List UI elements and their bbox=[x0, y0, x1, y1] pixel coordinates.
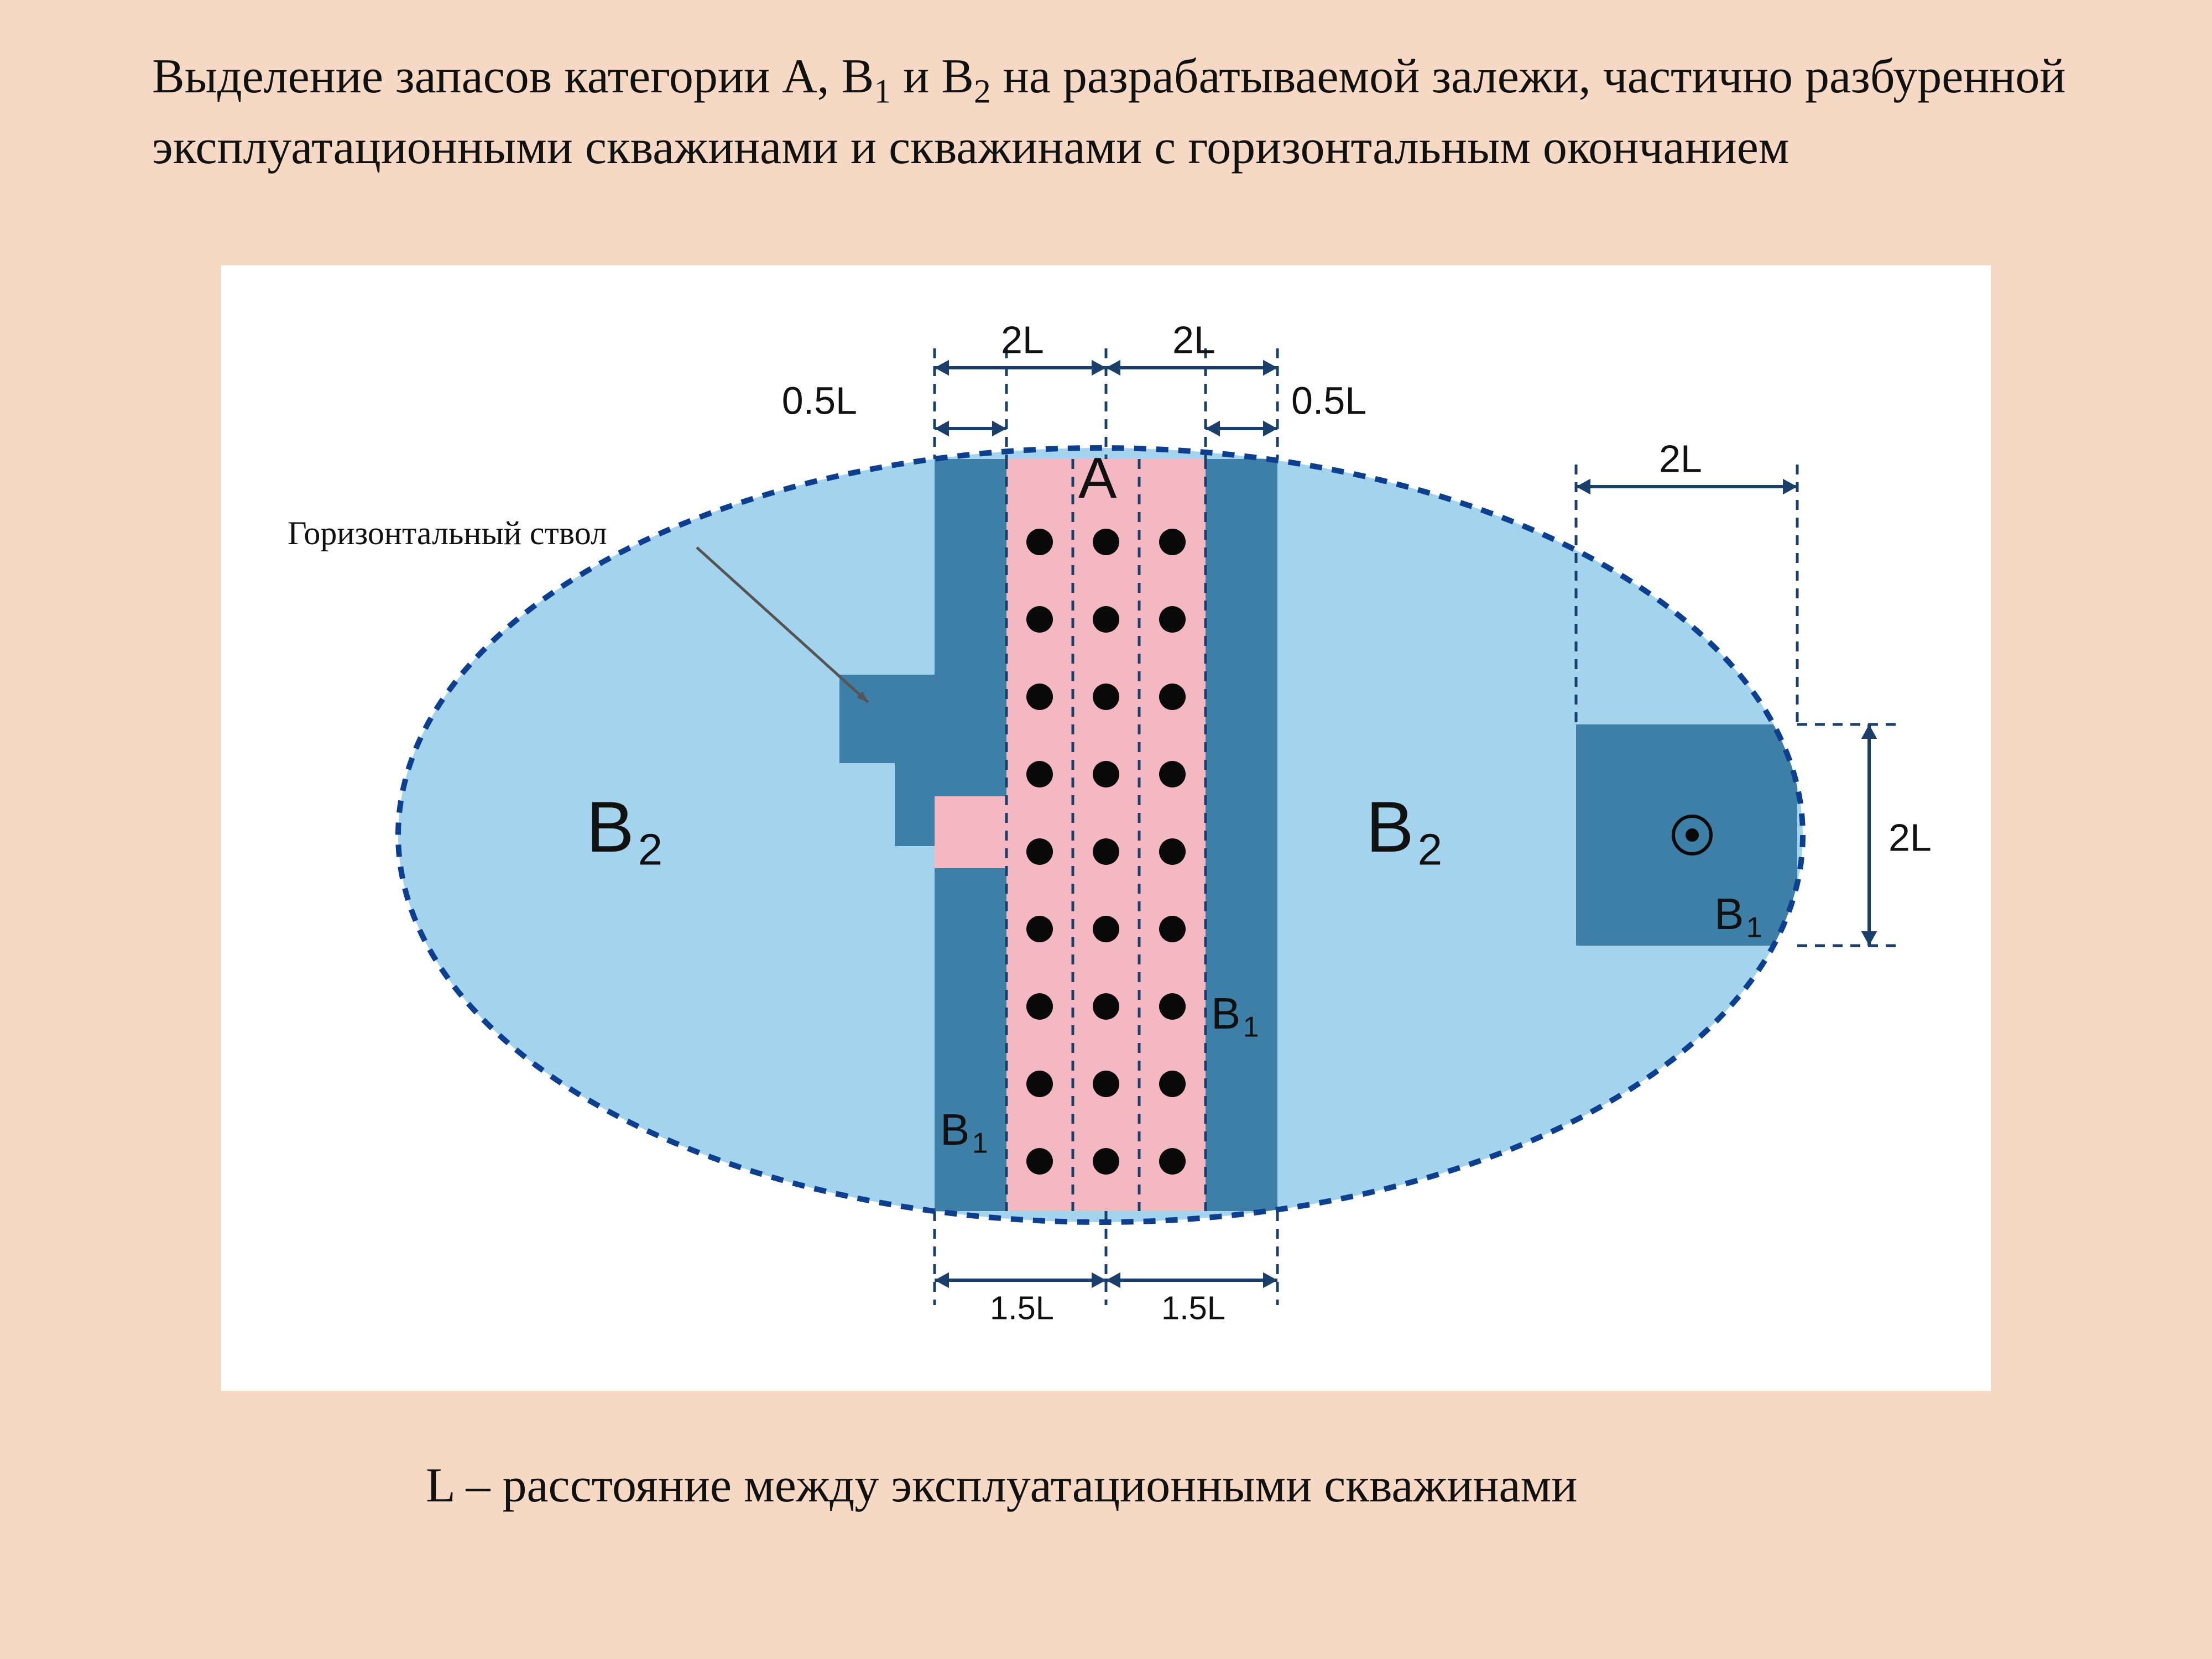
svg-text:А: А bbox=[1078, 446, 1117, 510]
svg-text:1: 1 bbox=[1243, 1011, 1259, 1043]
svg-text:2: 2 bbox=[1418, 825, 1443, 874]
svg-text:0.5L: 0.5L bbox=[782, 379, 857, 422]
svg-text:В: В bbox=[1366, 786, 1414, 867]
svg-text:В: В bbox=[1211, 989, 1240, 1038]
caption-text: L – расстояние между эксплуатационными с… bbox=[426, 1454, 1642, 1517]
page-title: Выделение запасов категории А, В1 и В2 н… bbox=[152, 44, 2071, 181]
svg-text:2L: 2L bbox=[1172, 318, 1215, 361]
svg-text:1.5L: 1.5L bbox=[990, 1290, 1054, 1327]
svg-text:В: В bbox=[1714, 889, 1744, 938]
svg-text:1: 1 bbox=[1746, 911, 1762, 943]
reserve-category-diagram: АВ2В2В1В1В1Горизонтальный ствол2L2L0.5L0… bbox=[221, 265, 1991, 1391]
svg-text:2: 2 bbox=[638, 825, 663, 874]
svg-text:1: 1 bbox=[972, 1127, 988, 1159]
svg-text:1.5L: 1.5L bbox=[1161, 1290, 1225, 1327]
svg-text:2L: 2L bbox=[1001, 318, 1044, 361]
svg-text:Горизонтальный ствол: Горизонтальный ствол bbox=[288, 515, 607, 551]
diagram-svg: АВ2В2В1В1В1Горизонтальный ствол2L2L0.5L0… bbox=[221, 265, 1991, 1391]
svg-text:2L: 2L bbox=[1659, 437, 1702, 480]
svg-text:В: В bbox=[586, 786, 634, 867]
svg-text:0.5L: 0.5L bbox=[1291, 379, 1366, 422]
svg-text:2L: 2L bbox=[1888, 816, 1932, 859]
svg-text:В: В bbox=[940, 1105, 969, 1154]
